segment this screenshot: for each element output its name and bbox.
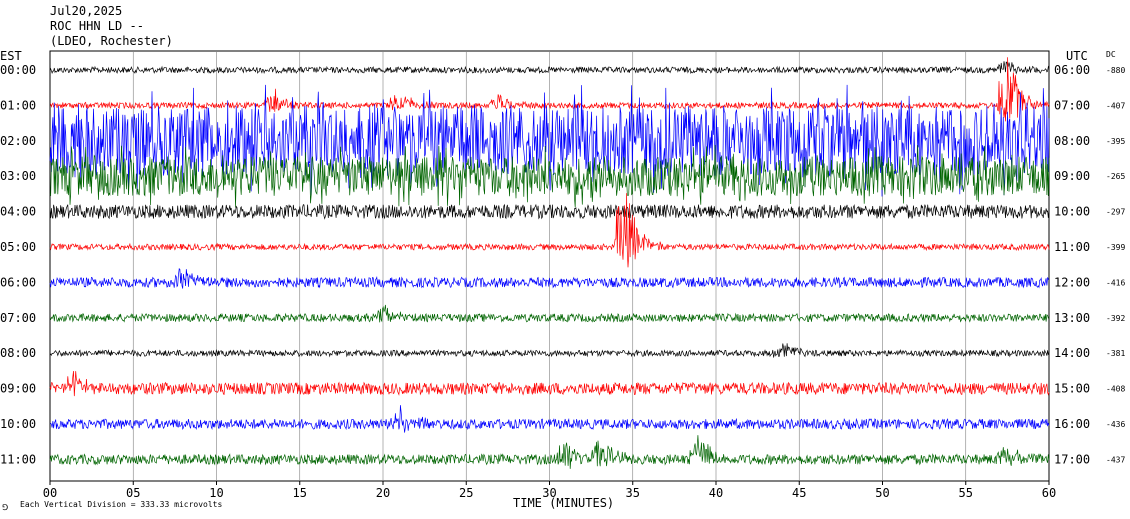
x-tick-label: 00 (43, 486, 57, 500)
x-axis-title: TIME (MINUTES) (513, 496, 614, 510)
trace-group (49, 57, 1050, 469)
dc-value: -416 (1106, 278, 1125, 287)
trace-0700 (49, 304, 1050, 323)
header-location: (LDEO, Rochester) (50, 34, 173, 48)
est-label: 05:00 (0, 240, 36, 254)
utc-label: 14:00 (1054, 346, 1090, 360)
utc-label: 06:00 (1054, 63, 1090, 77)
x-tick-label: 55 (959, 486, 973, 500)
dc-value: -437 (1106, 455, 1125, 464)
trace-0600 (49, 267, 1050, 289)
x-tick-label: 15 (293, 486, 307, 500)
x-tick-label: 60 (1042, 486, 1056, 500)
utc-label: 07:00 (1054, 98, 1090, 112)
dc-value: -381 (1106, 349, 1125, 358)
est-label: 01:00 (0, 98, 36, 112)
left-axis-label: EST (0, 49, 22, 63)
trace-1000 (49, 405, 1050, 433)
est-label: 08:00 (0, 346, 36, 360)
utc-label: 12:00 (1054, 275, 1090, 289)
trace-0000 (49, 61, 1050, 75)
utc-label: 10:00 (1054, 205, 1090, 219)
trace-0900 (49, 370, 1050, 397)
x-tick-label: 30 (542, 486, 556, 500)
dc-value: -297 (1106, 208, 1125, 217)
utc-label: 09:00 (1054, 169, 1090, 183)
est-label: 03:00 (0, 169, 36, 183)
utc-label: 13:00 (1054, 311, 1090, 325)
x-tick-label: 20 (376, 486, 390, 500)
est-label: 11:00 (0, 452, 36, 466)
x-tick-label: 40 (709, 486, 723, 500)
dc-value: -265 (1106, 172, 1125, 181)
scale-icon: ⅁ (2, 503, 8, 512)
dc-value: -399 (1106, 243, 1125, 252)
est-label: 06:00 (0, 275, 36, 289)
dc-value: -880 (1106, 66, 1125, 75)
dc-value: -407 (1106, 101, 1125, 110)
utc-label: 11:00 (1054, 240, 1090, 254)
trace-0300 (49, 144, 1050, 208)
est-label: 07:00 (0, 311, 36, 325)
x-tick-label: 10 (209, 486, 223, 500)
trace-0500 (49, 193, 1050, 268)
x-tick-label: 45 (792, 486, 806, 500)
header-date: Jul20,2025 (50, 4, 122, 18)
est-label: 02:00 (0, 134, 36, 148)
est-label: 10:00 (0, 417, 36, 431)
utc-label: 17:00 (1054, 452, 1090, 466)
trace-0800 (49, 343, 1050, 358)
x-tick-label: 05 (126, 486, 140, 500)
utc-label: 16:00 (1054, 417, 1090, 431)
header-station: ROC HHN LD -- (50, 19, 144, 33)
utc-label: 15:00 (1054, 382, 1090, 396)
trace-0100 (50, 57, 1050, 122)
trace-0200 (49, 84, 1050, 197)
dc-value: -395 (1106, 137, 1125, 146)
x-tick-label: 35 (626, 486, 640, 500)
trace-1100 (49, 435, 1050, 469)
dc-label: DC (1106, 50, 1116, 59)
footer-scale-note: Each Vertical Division = 333.33 microvol… (20, 500, 222, 509)
dc-value: -436 (1106, 420, 1125, 429)
dc-value: -392 (1106, 314, 1125, 323)
trace-0400 (49, 203, 1050, 220)
x-tick-label: 25 (459, 486, 473, 500)
est-label: 00:00 (0, 63, 36, 77)
x-tick-label: 50 (875, 486, 889, 500)
right-axis-label: UTC (1066, 49, 1088, 63)
est-label: 04:00 (0, 205, 36, 219)
x-axis: 00 05 10 15 20 25 30 35 40 45 50 55 60 (43, 481, 1056, 500)
dc-value: -408 (1106, 385, 1125, 394)
row-labels: 00:00 06:00 -880 01:00 07:00 -407 02:00 08:00 -3… (0, 63, 1125, 466)
utc-label: 08:00 (1054, 134, 1090, 148)
est-label: 09:00 (0, 382, 36, 396)
